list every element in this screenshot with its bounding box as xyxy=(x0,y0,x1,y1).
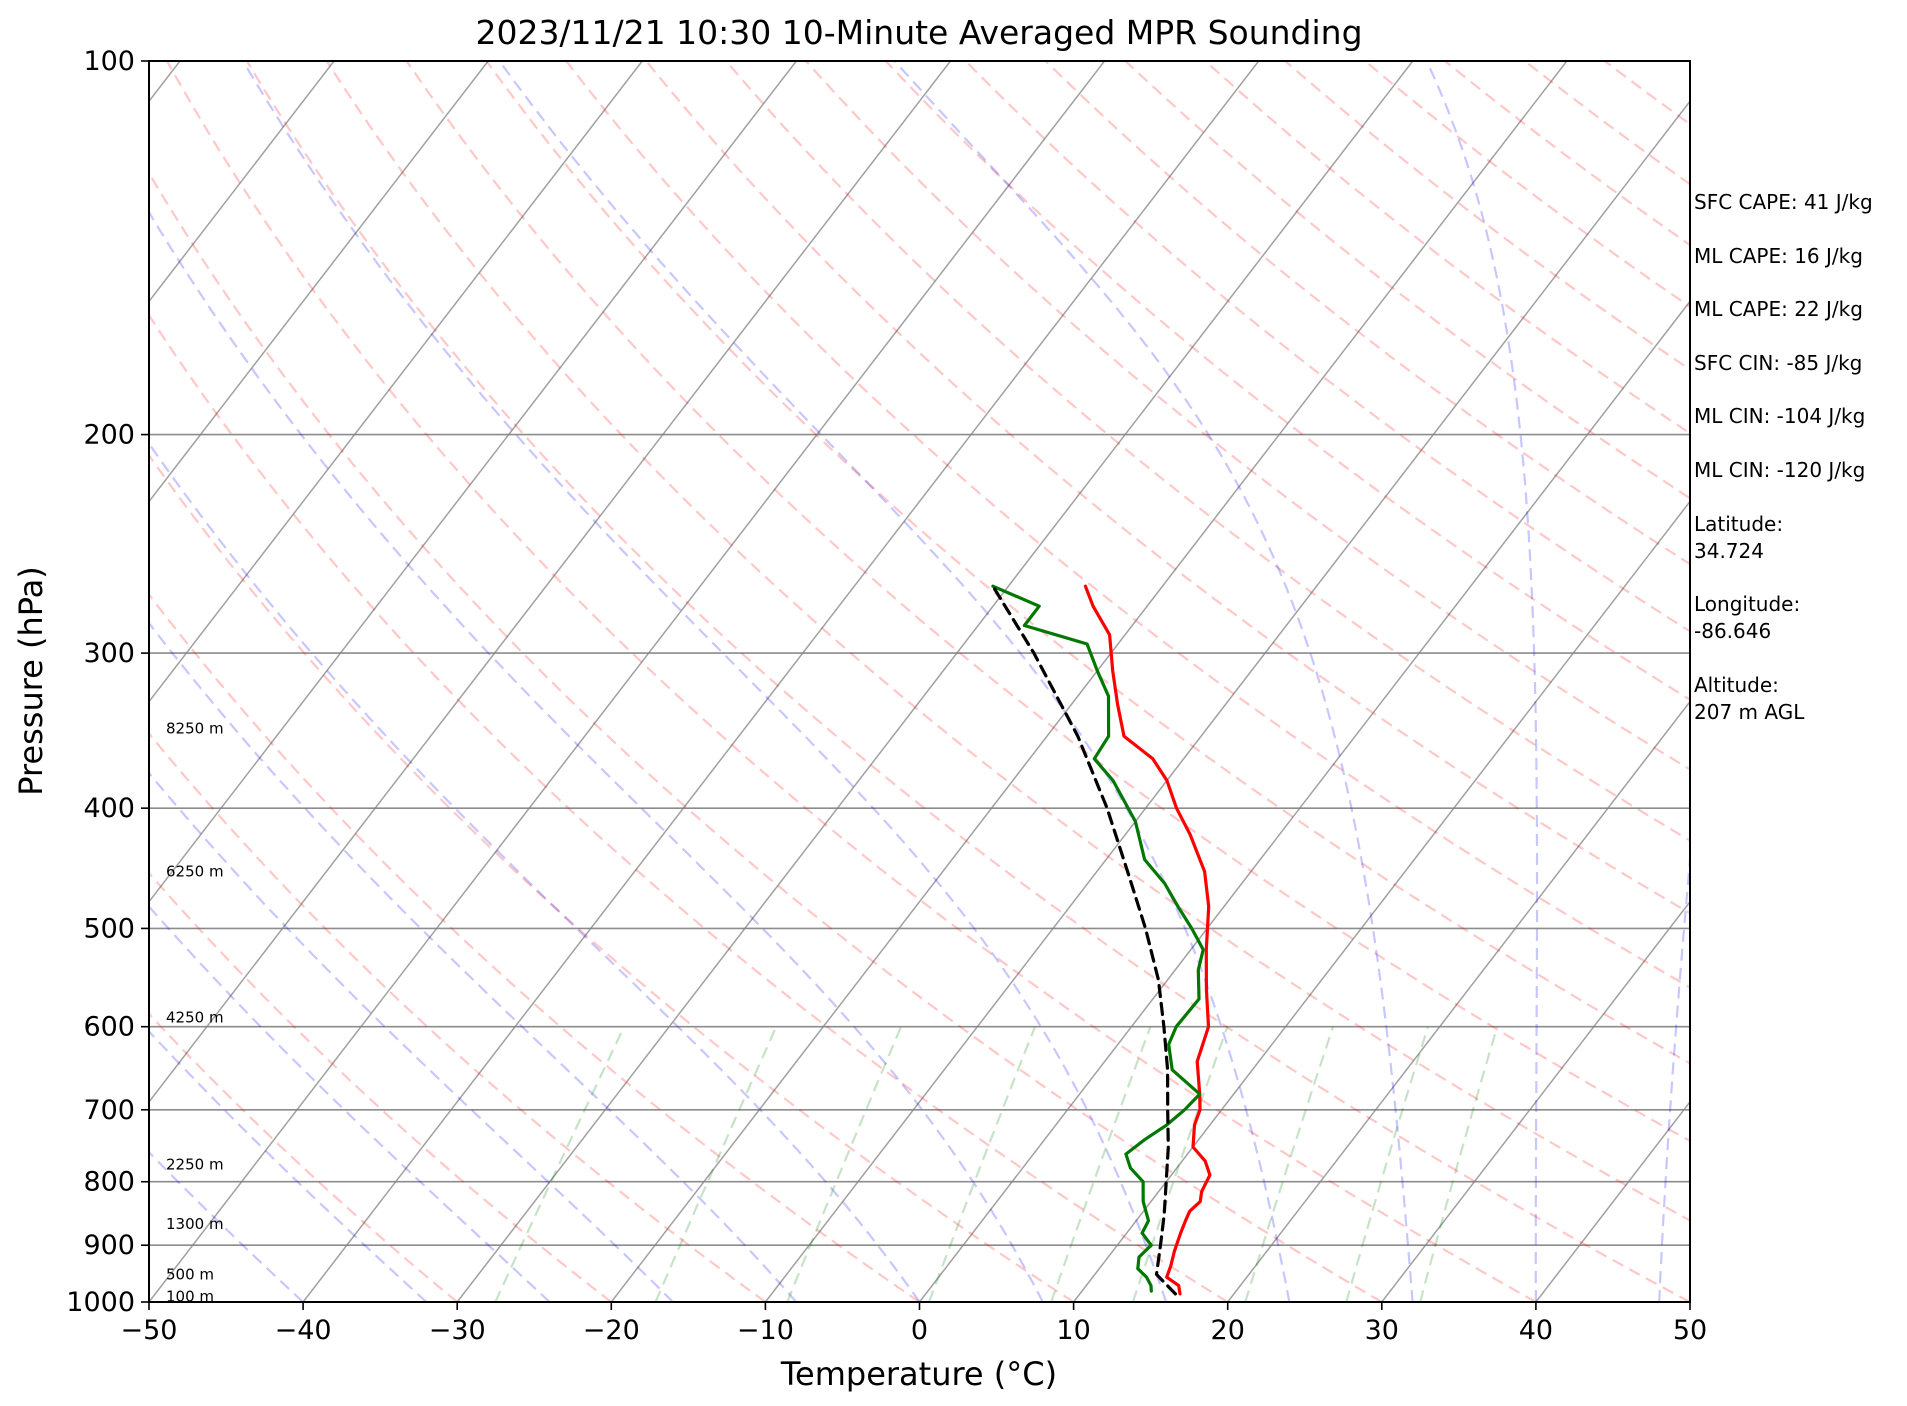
mixing-ratio-line xyxy=(1419,1026,1499,1302)
stat-ml-cape-2: ML CAPE: 22 J/kg xyxy=(1694,297,1863,321)
isotherm-line xyxy=(149,61,489,503)
dry-adiabat-line xyxy=(245,61,1690,1302)
mixing-ratio-line xyxy=(1345,1026,1430,1302)
stat-altitude: Altitude: 207 m AGL xyxy=(1694,673,1805,724)
temperature-line xyxy=(1083,584,1212,1296)
height-label: 2250 m xyxy=(166,1156,224,1174)
sounding-series xyxy=(991,584,1212,1296)
stat-ml-cin-1: ML CIN: -104 J/kg xyxy=(1694,404,1866,428)
dry-adiabat-line xyxy=(149,592,921,1302)
moist-adiabat-line xyxy=(498,61,1291,1302)
moist-adiabat-line xyxy=(242,61,1168,1302)
y-tick-label: 800 xyxy=(83,1167,135,1198)
isotherm-line xyxy=(1381,900,1690,1302)
stat-sfc-cape: SFC CAPE: 41 J/kg xyxy=(1694,190,1873,214)
x-axis-ticks: −50 −40 −30 −20 −10 0 10 20 30 40 50 xyxy=(121,1302,1707,1346)
mixing-ratio-line xyxy=(1131,1026,1229,1302)
dry-adiabat-line xyxy=(725,61,1690,842)
height-label: 8250 m xyxy=(166,719,224,737)
stat-ml-cape-1: ML CAPE: 16 J/kg xyxy=(1694,244,1863,268)
dry-adiabat-line xyxy=(1364,61,1690,309)
isotherm-line xyxy=(149,61,643,703)
x-axis-label: Temperature (°C) xyxy=(780,1355,1057,1393)
isotherm-line xyxy=(302,61,1260,1302)
dry-adiabat-line xyxy=(325,61,1690,1222)
dry-adiabat-line xyxy=(884,61,1690,701)
moist-adiabat-line xyxy=(1425,61,1539,1302)
mixing-ratio-line xyxy=(1050,1026,1152,1302)
moist-adiabat-line xyxy=(149,210,1044,1302)
y-tick-label: 200 xyxy=(83,420,135,451)
dry-adiabat-line xyxy=(166,61,1537,1302)
stat-sfc-cin: SFC CIN: -85 J/kg xyxy=(1694,351,1863,375)
mixing-ratio-line xyxy=(654,1026,778,1302)
height-label: 6250 m xyxy=(166,863,224,881)
x-tick-label: −50 xyxy=(121,1315,178,1346)
isotherm-line xyxy=(1227,700,1690,1302)
mixing-ratio-line xyxy=(927,1026,1037,1302)
isotherm-line xyxy=(1073,500,1690,1302)
background-lines xyxy=(149,61,1690,1302)
height-label: 500 m xyxy=(166,1265,214,1283)
y-axis-ticks: 100 200 300 400 500 600 700 800 900 1000 xyxy=(66,46,149,1318)
mixing-ratio-line xyxy=(1244,1026,1335,1302)
isotherm-line xyxy=(149,61,335,303)
y-tick-label: 300 xyxy=(83,638,135,669)
x-tick-label: 40 xyxy=(1519,1315,1553,1346)
x-tick-label: 20 xyxy=(1211,1315,1245,1346)
dewpoint-line xyxy=(991,584,1205,1293)
y-tick-label: 700 xyxy=(83,1095,135,1126)
chart-title: 2023/11/21 10:30 10-Minute Averaged MPR … xyxy=(475,13,1362,52)
dry-adiabat-line xyxy=(645,61,1690,915)
y-tick-label: 500 xyxy=(83,913,135,944)
moist-adiabat-line xyxy=(893,61,1414,1302)
y-tick-label: 1000 xyxy=(66,1287,135,1318)
moist-adiabat-line xyxy=(149,904,551,1302)
isotherm-line xyxy=(149,61,952,1104)
isotherm-line xyxy=(149,61,1106,1302)
x-tick-label: 30 xyxy=(1365,1315,1399,1346)
mixing-ratio-line xyxy=(786,1026,903,1302)
x-tick-label: −30 xyxy=(429,1315,486,1346)
plot-frame xyxy=(148,60,1691,1303)
x-tick-label: 0 xyxy=(911,1315,928,1346)
dry-adiabat-line xyxy=(149,731,767,1302)
dry-adiabat-line xyxy=(149,453,1075,1302)
moist-adiabat-line xyxy=(149,441,921,1302)
dry-adiabat-line xyxy=(805,61,1690,771)
stat-ml-cin-2: ML CIN: -120 J/kg xyxy=(1694,458,1866,482)
dry-adiabat-line xyxy=(485,61,1690,1065)
parcel-line xyxy=(991,584,1177,1296)
height-label: 4250 m xyxy=(166,1009,224,1027)
isotherm-line xyxy=(918,300,1690,1302)
x-tick-label: 10 xyxy=(1056,1315,1090,1346)
y-tick-label: 400 xyxy=(83,793,135,824)
x-tick-label: −10 xyxy=(737,1315,794,1346)
mixing-ratio-line xyxy=(494,1026,626,1302)
stat-longitude: Longitude: -86.646 xyxy=(1694,592,1801,643)
dry-adiabat-line xyxy=(405,61,1690,1143)
dry-adiabat-line xyxy=(149,313,1229,1302)
isotherm-line xyxy=(456,61,1414,1302)
y-tick-label: 900 xyxy=(83,1230,135,1261)
height-label: 1300 m xyxy=(166,1215,224,1233)
moist-adiabat-line xyxy=(149,1029,428,1302)
moist-adiabat-line xyxy=(149,621,798,1302)
dry-adiabat-line xyxy=(565,61,1690,989)
dry-adiabat-line xyxy=(149,1012,458,1302)
dry-adiabat-line xyxy=(149,171,1383,1302)
isotherm-line xyxy=(149,61,797,903)
isotherm-line xyxy=(610,61,1568,1302)
stat-latitude: Latitude: 34.724 xyxy=(1694,512,1784,563)
x-tick-label: −40 xyxy=(275,1315,332,1346)
x-tick-label: −20 xyxy=(583,1315,640,1346)
x-tick-label: 50 xyxy=(1673,1315,1707,1346)
y-axis-label: Pressure (hPa) xyxy=(12,566,50,796)
y-tick-label: 100 xyxy=(83,46,135,77)
y-tick-label: 600 xyxy=(83,1012,135,1043)
isotherm-line xyxy=(764,99,1690,1302)
